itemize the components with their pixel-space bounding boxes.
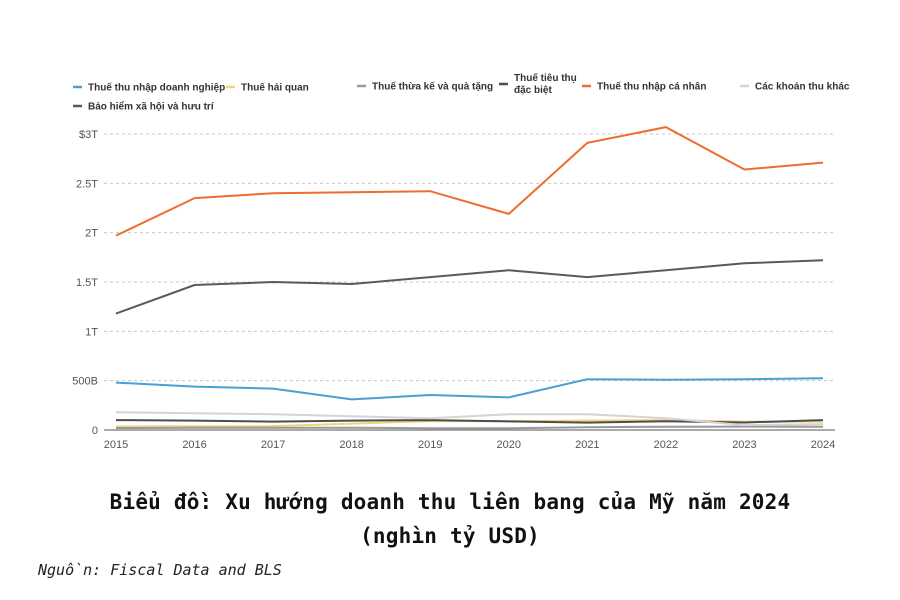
y-tick-label: 1.5T	[76, 277, 98, 289]
y-tick-label: $3T	[79, 129, 98, 141]
legend-label: Thuế thừa kế và quà tặng	[372, 81, 493, 93]
legend-label: Các khoản thu khác	[755, 82, 850, 93]
y-tick-label: 1T	[85, 326, 98, 338]
legend-label: Bảo hiểm xã hội và hưu trí	[88, 101, 215, 113]
y-tick-label: 2T	[85, 228, 98, 240]
y-axis: 0 500B 1T 1.5T 2T 2.5T $3T	[72, 129, 98, 437]
x-axis: 2015 2016 2017 2018 2019 2020 2021 2022 2023 2024	[104, 429, 835, 451]
x-tick-label: 2015	[104, 439, 128, 451]
legend: Thuế thu nhập doanh nghiệp Thuế hải quan T…	[73, 72, 850, 113]
legend-label: Thuế hải quan	[241, 82, 309, 94]
x-tick-label: 2018	[339, 439, 363, 451]
x-tick-label: 2016	[182, 439, 206, 451]
gridlines	[104, 133, 835, 382]
x-tick-label: 2024	[811, 439, 835, 451]
source-note: Nguồn: Fiscal Data and BLS	[38, 561, 282, 579]
series-line	[115, 377, 824, 401]
series-lines	[115, 126, 824, 430]
x-tick-label: 2017	[261, 439, 285, 451]
series-line	[115, 259, 824, 315]
legend-label: Thuế thu nhập cá nhân	[597, 81, 706, 93]
x-tick-label: 2022	[654, 439, 678, 451]
chart-title: Biểu đồ: Xu hướng doanh thu liên bang củ…	[109, 490, 791, 514]
x-tick-label: 2020	[497, 439, 521, 451]
x-tick-label: 2023	[732, 439, 756, 451]
y-tick-label: 500B	[72, 376, 98, 388]
y-tick-label: 2.5T	[76, 178, 98, 190]
x-tick-label: 2019	[418, 439, 442, 451]
x-tick-label: 2021	[575, 439, 599, 451]
series-line	[115, 411, 824, 427]
series-line	[115, 425, 824, 430]
legend-label: Thuế thu nhập doanh nghiệp	[88, 82, 225, 94]
legend-label: Thuế tiêu thụ đặc biệt	[514, 72, 577, 96]
y-tick-label: 0	[92, 425, 98, 437]
chart-subtitle: (nghìn tỷ USD)	[360, 524, 540, 548]
series-line	[115, 126, 824, 237]
